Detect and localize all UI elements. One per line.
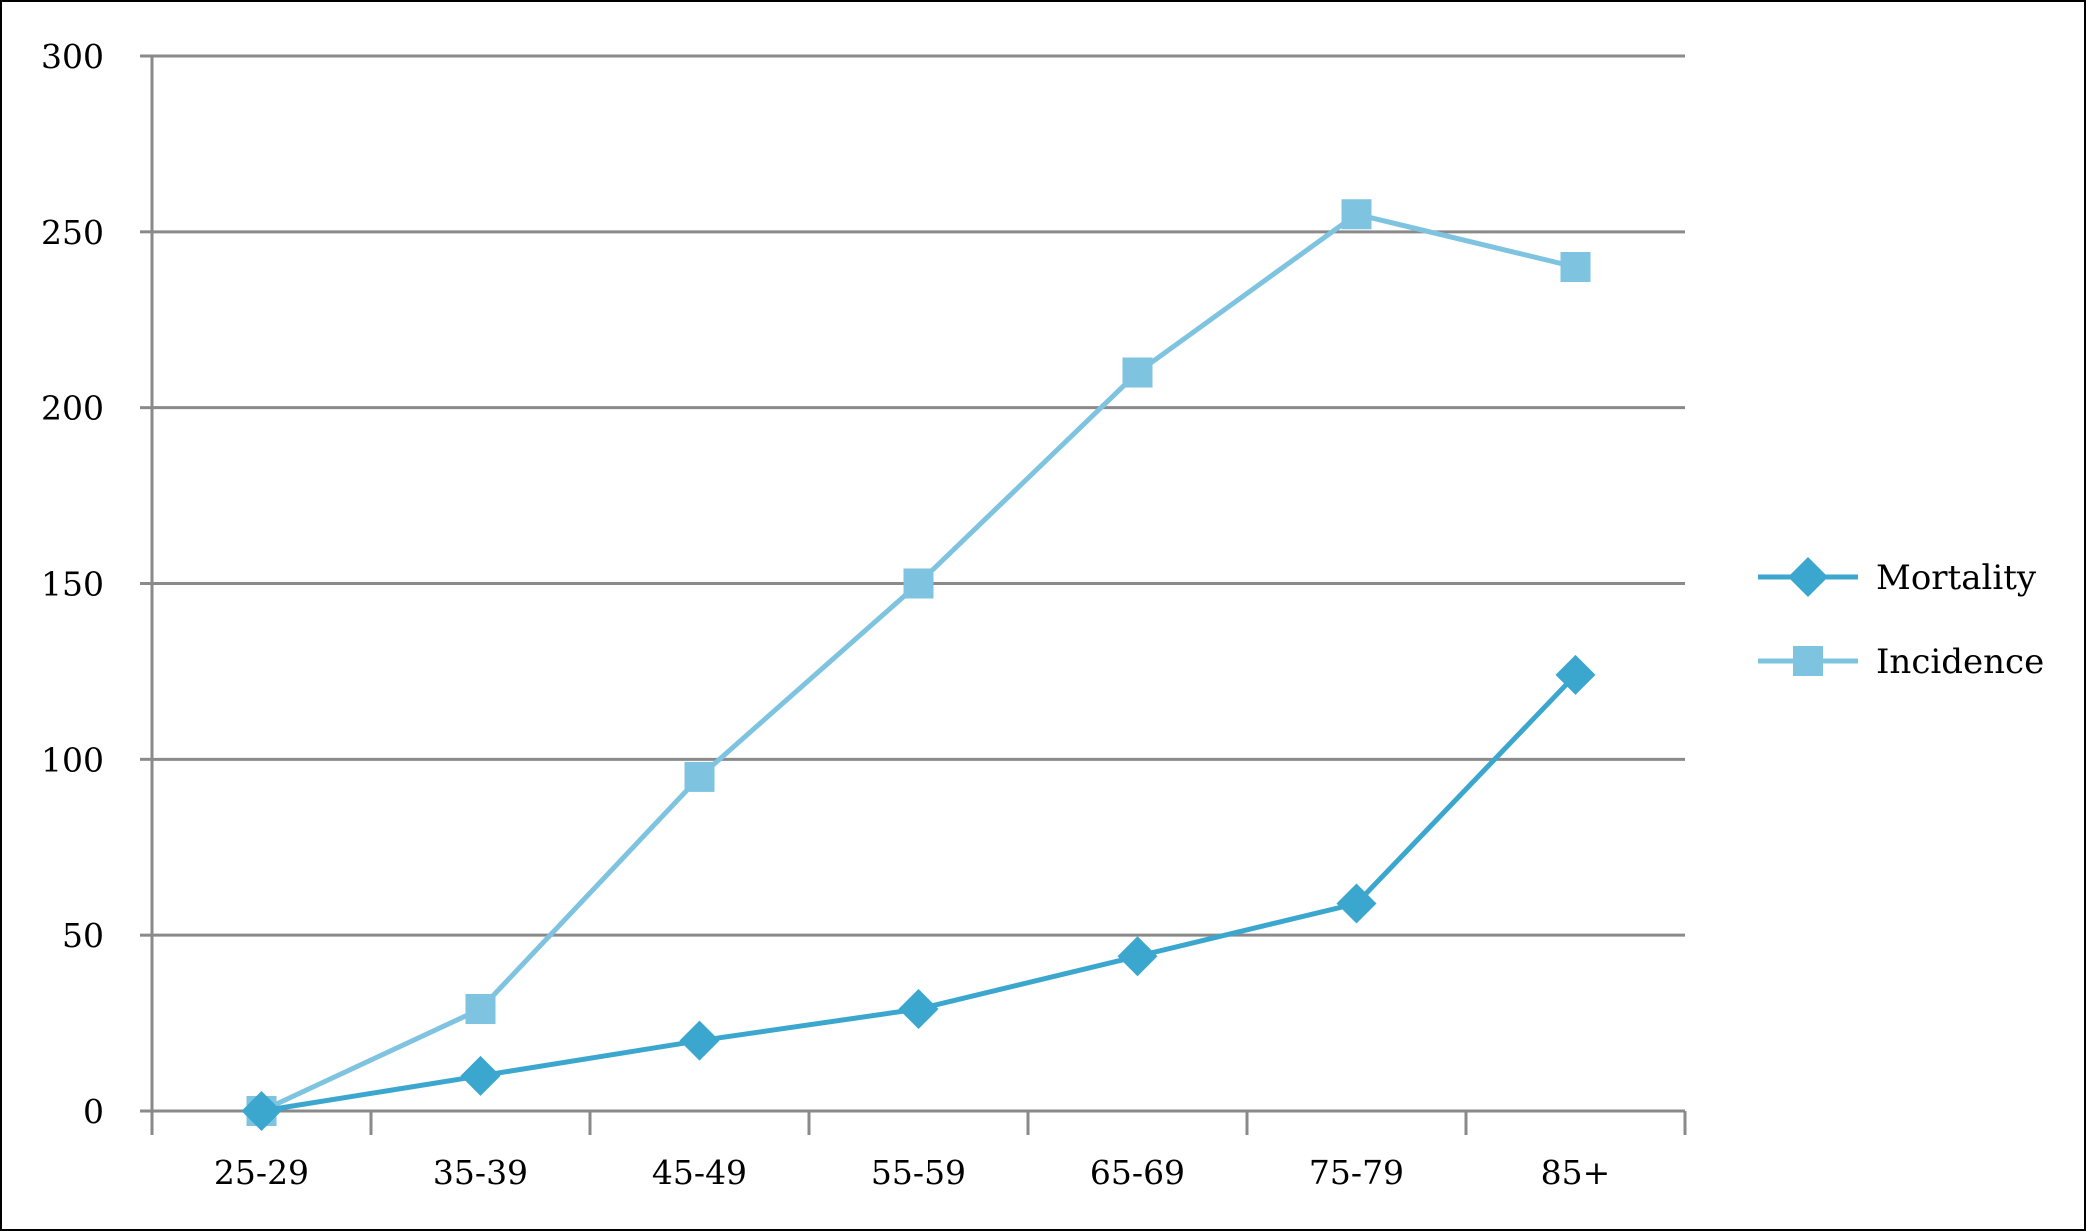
legend-marker-mortality [1788,557,1828,597]
legend-marker-incidence [1793,646,1823,676]
y-axis-ticks: 0 50 100 150 200 250 300 [41,37,152,1131]
y-tick-label: 200 [41,389,104,428]
x-tick-label: 85+ [1541,1153,1611,1192]
series-incidence [246,199,1591,1126]
y-tick-label: 100 [41,740,104,779]
mortality-point [679,1020,720,1061]
y-tick-label: 150 [41,565,104,604]
gridlines [152,54,1685,937]
incidence-point [1560,252,1591,282]
x-tick-label: 45-49 [652,1153,747,1192]
legend: Mortality Incidence [1758,557,2044,682]
legend-label: Mortality [1876,558,2037,598]
incidence-point [1122,357,1153,388]
x-tick-label: 35-39 [433,1153,528,1192]
x-tick-label: 25-29 [214,1153,309,1192]
legend-item-mortality: Mortality [1758,557,2037,598]
y-tick-label: 250 [41,213,104,252]
x-tick-label: 75-79 [1309,1153,1404,1192]
mortality-point [1117,936,1158,977]
x-tick-label: 55-59 [871,1153,966,1192]
axes [150,56,1685,1135]
x-axis-ticks: 25-29 35-39 45-49 55-59 65-69 75-79 85+ [150,1111,1687,1192]
mortality-line [261,673,1578,1114]
mortality-point [898,989,939,1030]
series-layer [241,199,1596,1131]
y-tick-label: 50 [62,916,104,955]
legend-label: Incidence [1876,642,2044,682]
mortality-point [241,1091,282,1131]
mortality-point [460,1055,501,1096]
incidence-point [465,994,496,1025]
x-tick-label: 65-69 [1090,1153,1185,1192]
legend-item-incidence: Incidence [1758,642,2044,682]
incidence-point [684,761,715,792]
mortality-point [1336,883,1377,924]
mortality-point [1555,654,1596,695]
y-tick-label: 0 [83,1092,104,1131]
y-tick-label: 300 [41,37,104,76]
series-mortality [241,654,1596,1131]
incidence-point [903,568,934,599]
incidence-point [1341,199,1372,230]
incidence-line [260,211,1577,1114]
